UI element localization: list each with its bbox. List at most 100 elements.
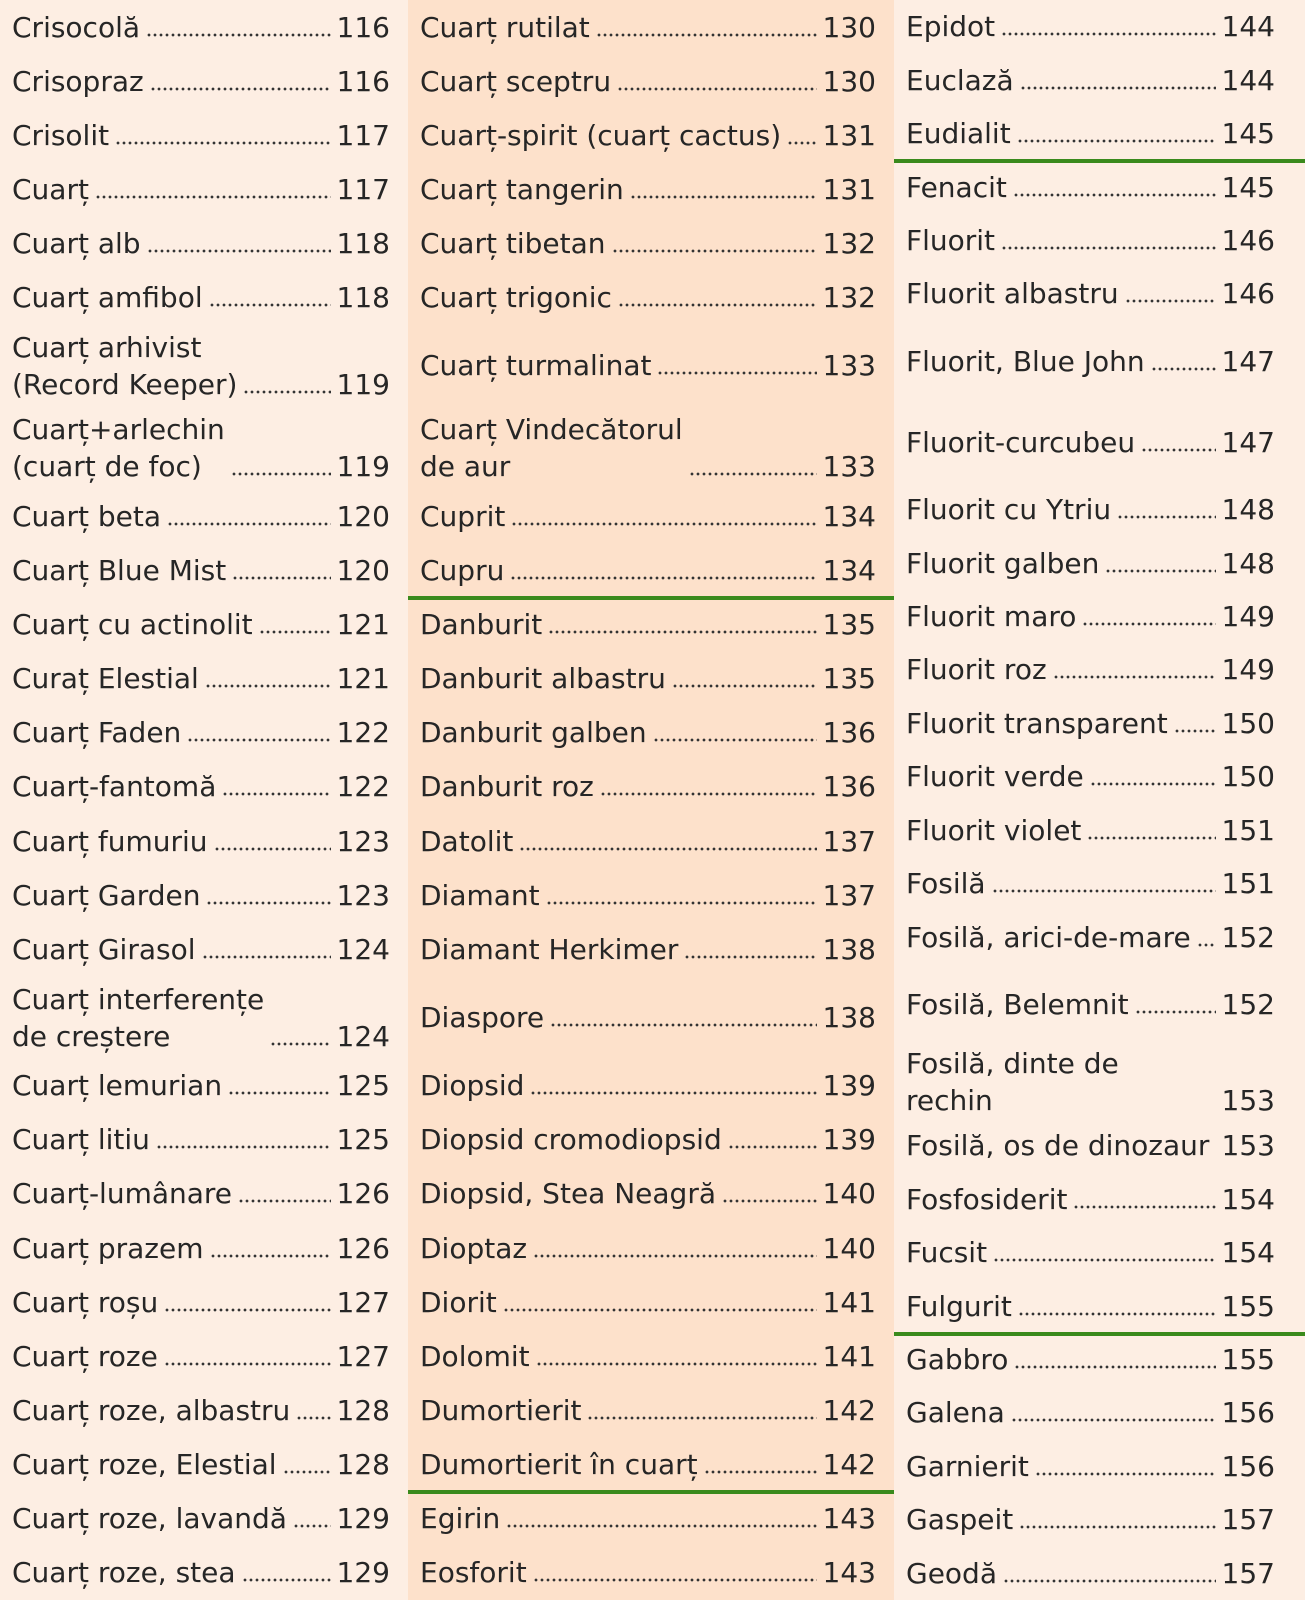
page-number: 152 bbox=[1221, 920, 1275, 954]
index-entry: Cuarț roze 127 bbox=[12, 1338, 390, 1375]
index-entry: Cuprit 134 bbox=[420, 498, 876, 535]
index-entry: Cuarț+arlechin (cuarț de foc) 119 bbox=[12, 407, 390, 489]
page-number: 136 bbox=[822, 716, 876, 750]
entry-name: Cuarț fumuriu bbox=[12, 824, 208, 858]
page-number: 116 bbox=[336, 64, 390, 98]
page-number: 149 bbox=[1221, 653, 1275, 687]
page-number: 153 bbox=[1221, 1084, 1275, 1118]
index-entry: Fenacit 145 bbox=[906, 169, 1275, 206]
dot-leader bbox=[587, 1416, 817, 1421]
dot-leader bbox=[238, 1199, 331, 1204]
entry-name: Diopsid bbox=[420, 1069, 525, 1103]
entry-name: Geodă bbox=[906, 1556, 997, 1590]
entry-name: Cuarț roze bbox=[12, 1339, 158, 1373]
entry-name: Cuarț tibetan bbox=[420, 227, 606, 261]
dot-leader bbox=[671, 684, 817, 689]
index-entry: Cuarț interferențe de creștere 124 bbox=[12, 976, 390, 1058]
index-entry: Cuarț 117 bbox=[12, 171, 390, 208]
entry-name: Fluorit albastru bbox=[906, 277, 1119, 311]
index-entry: Egirin 143 bbox=[420, 1500, 876, 1537]
dot-leader bbox=[657, 371, 817, 376]
page-number: 128 bbox=[336, 1448, 390, 1482]
dot-leader bbox=[115, 140, 331, 145]
dot-leader bbox=[1001, 32, 1216, 37]
index-column: Crisocolă 116 Crisopraz 116 Crisolit 117 Cuarț… bbox=[0, 0, 408, 1600]
dot-leader bbox=[629, 194, 817, 199]
dot-leader bbox=[1034, 1471, 1216, 1476]
page-number: 126 bbox=[336, 1177, 390, 1211]
page-number: 148 bbox=[1221, 493, 1275, 527]
entry-name: Diorit bbox=[420, 1285, 497, 1319]
page-number: 153 bbox=[1221, 1129, 1275, 1163]
index-entry: Cuarț Vindecătorul de aur 133 bbox=[420, 407, 876, 489]
entry-name: Fluorit maro bbox=[906, 600, 1077, 634]
dot-leader bbox=[201, 954, 331, 959]
index-entry: Cuarț roze, stea 129 bbox=[12, 1554, 390, 1591]
entry-name: Cuarț sceptru bbox=[420, 64, 612, 98]
page-number: 156 bbox=[1221, 1396, 1275, 1430]
index-entry: Diopsid cromodiopsid 139 bbox=[420, 1121, 876, 1158]
entry-name: Cuarț roze, Elestial bbox=[12, 1448, 277, 1482]
index-entry: Fosilă, arici-de-mare 152 bbox=[906, 919, 1275, 956]
dot-leader bbox=[187, 738, 331, 743]
dot-leader bbox=[209, 1253, 331, 1258]
index-entry: Fluorit roz 149 bbox=[906, 651, 1275, 688]
page-number: 122 bbox=[336, 770, 390, 804]
index-entry: Dumortierit 142 bbox=[420, 1392, 876, 1429]
index-entry: Cuarț sceptru 130 bbox=[420, 63, 876, 100]
page-number: 144 bbox=[1221, 10, 1275, 44]
entry-name: Eosforit bbox=[420, 1556, 527, 1590]
entry-name: Cuarț Vindecătorul de aur bbox=[420, 413, 683, 484]
dot-leader bbox=[163, 1361, 331, 1366]
dot-leader bbox=[208, 303, 331, 308]
dot-leader bbox=[1150, 366, 1216, 371]
index-entry: Fluorit 146 bbox=[906, 222, 1275, 259]
index-entry: Cuarț-spirit (cuarț cactus) 131 bbox=[420, 117, 876, 154]
index-entry: Crisolit 117 bbox=[12, 117, 390, 154]
page-number: 149 bbox=[1221, 600, 1275, 634]
entry-name: Danburit albastru bbox=[420, 662, 666, 696]
page-number: 139 bbox=[822, 1069, 876, 1103]
index-entry: Fosfosiderit 154 bbox=[906, 1181, 1275, 1218]
index-entry: Cuarț prazem 126 bbox=[12, 1230, 390, 1267]
page-number: 131 bbox=[822, 118, 876, 152]
page-number: 157 bbox=[1221, 1503, 1275, 1537]
index-entry: Cuarț arhivist (Record Keeper) 119 bbox=[12, 325, 390, 407]
page-number: 124 bbox=[336, 1019, 390, 1053]
page-number: 127 bbox=[336, 1339, 390, 1373]
section-divider bbox=[894, 159, 1305, 164]
dot-leader bbox=[146, 249, 331, 254]
index-entry: Cuarț-fantomă 122 bbox=[12, 768, 390, 805]
dot-leader bbox=[1014, 1365, 1216, 1370]
entry-name: Eudialit bbox=[906, 117, 1011, 151]
dot-leader bbox=[550, 1023, 817, 1028]
index-entry: Cuarț roșu 127 bbox=[12, 1284, 390, 1321]
index-entry: Eosforit 143 bbox=[420, 1554, 876, 1591]
index-entry: Fucsit 154 bbox=[906, 1234, 1275, 1271]
entry-name: Curaț Elestial bbox=[12, 662, 199, 696]
entry-name: Diopsid cromodiopsid bbox=[420, 1123, 722, 1157]
page-number: 148 bbox=[1221, 546, 1275, 580]
dot-leader bbox=[545, 900, 817, 905]
dot-leader bbox=[548, 630, 817, 635]
entry-name: Fucsit bbox=[906, 1236, 988, 1270]
entry-name: Cuarț lemurian bbox=[12, 1069, 223, 1103]
entry-name: Cuarț roze, albastru bbox=[12, 1394, 291, 1428]
page-number: 116 bbox=[336, 10, 390, 44]
page-number: 135 bbox=[822, 608, 876, 642]
page-number: 138 bbox=[822, 1001, 876, 1035]
dot-leader bbox=[530, 1091, 817, 1096]
entry-name: Fosilă, dinte de rechin bbox=[906, 1047, 1119, 1118]
dot-leader bbox=[599, 792, 817, 797]
dot-leader bbox=[282, 1470, 331, 1475]
dot-leader bbox=[222, 792, 331, 797]
page-number: 155 bbox=[1221, 1289, 1275, 1323]
page-number: 147 bbox=[1221, 344, 1275, 378]
dot-leader bbox=[611, 249, 817, 254]
entry-name: Galena bbox=[906, 1396, 1005, 1430]
entry-name: Cuarț Faden bbox=[12, 716, 182, 750]
entry-name: Fosilă, os de dinozaur bbox=[906, 1129, 1210, 1163]
entry-name: Danburit roz bbox=[420, 770, 594, 804]
dot-leader bbox=[296, 1416, 331, 1421]
entry-name: Cuarț cu actinolit bbox=[12, 608, 253, 642]
